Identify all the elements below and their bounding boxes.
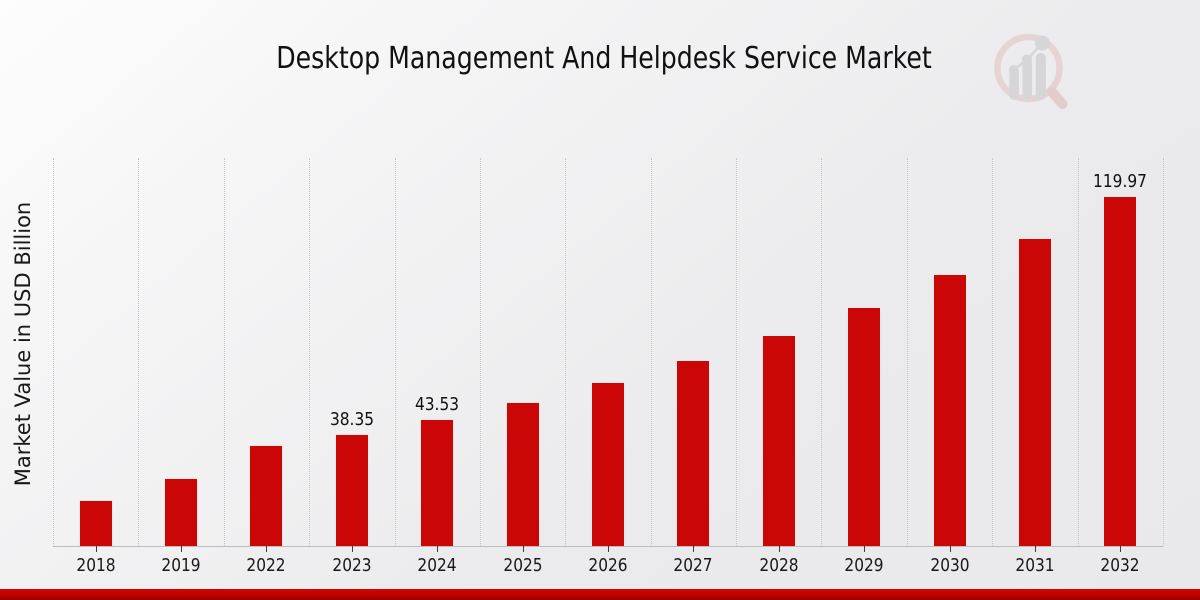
bar-2026: [590, 382, 625, 546]
x-axis-label-2030: 2030: [929, 556, 970, 576]
vertical-gridline: [394, 158, 396, 546]
category-slot-2029: 2029: [821, 158, 906, 576]
x-axis-label-2025: 2025: [503, 556, 543, 576]
bar-2029: [847, 306, 882, 546]
category-slot-2025: 2025: [480, 158, 565, 576]
vertical-gridline: [565, 158, 567, 546]
x-axis-label-2022: 2022: [246, 556, 287, 576]
vertical-gridline: [1077, 158, 1079, 546]
bar-2031: [1017, 237, 1052, 546]
x-axis-tick: [864, 546, 866, 552]
x-axis-tick: [95, 546, 97, 552]
x-axis-tick: [778, 546, 780, 552]
bar-value-label-2032: 119.97: [1093, 172, 1148, 193]
x-axis-tick: [949, 546, 951, 552]
chart-title: Desktop Management And Helpdesk Service …: [276, 41, 932, 76]
x-axis-label-2019: 2019: [161, 556, 201, 576]
vertical-gridline: [906, 158, 908, 546]
x-axis-label-2018: 2018: [76, 556, 116, 576]
bar-2030: [932, 274, 967, 546]
x-axis-tick: [351, 546, 353, 552]
y-axis-label: Market Value in USD Billion: [11, 201, 35, 487]
magnifier-bar-chart-logo-icon: [994, 33, 1068, 109]
category-slot-2032: 119.97 2032: [1078, 158, 1163, 576]
vertical-gridline: [992, 158, 994, 546]
category-slot-2023: 38.35 2023: [309, 158, 394, 576]
category-slot-2019: 2019: [138, 158, 223, 576]
x-axis-tick: [1120, 546, 1122, 552]
category-slot-2028: 2028: [736, 158, 821, 576]
x-axis-label-2031: 2031: [1015, 556, 1055, 576]
bar-2023: [334, 434, 369, 546]
category-slot-2031: 2031: [992, 158, 1077, 576]
bar-2032: [1103, 196, 1138, 546]
x-axis-label-2027: 2027: [673, 556, 713, 576]
bar-2022: [249, 445, 284, 546]
x-axis-label-2024: 2024: [417, 556, 457, 576]
x-axis-label-2028: 2028: [759, 556, 799, 576]
vertical-gridline: [223, 158, 225, 546]
vertical-gridline: [479, 158, 481, 546]
x-axis-tick: [437, 546, 439, 552]
x-axis-label-2026: 2026: [588, 556, 628, 576]
vertical-gridline: [650, 158, 652, 546]
bar-value-label-2024: 43.53: [415, 395, 460, 416]
category-slot-2030: 2030: [907, 158, 992, 576]
bar-2025: [505, 401, 540, 546]
vertical-gridline: [821, 158, 823, 546]
bar-2024: [420, 419, 455, 546]
bar-2019: [164, 478, 199, 546]
x-axis-tick: [522, 546, 524, 552]
plot-area: 2018 2019 2022 38.35 2023 43.53 2024 2025 2026 20…: [53, 158, 1164, 576]
footer-accent-bar: [0, 589, 1200, 600]
x-axis-tick: [693, 546, 695, 552]
x-axis-label-2032: 2032: [1100, 556, 1140, 576]
vertical-gridline: [736, 158, 738, 546]
vertical-gridline: [309, 158, 311, 546]
category-slot-2026: 2026: [565, 158, 650, 576]
vertical-gridline: [138, 158, 140, 546]
category-slot-2027: 2027: [651, 158, 736, 576]
bar-2027: [676, 360, 711, 546]
x-axis-tick: [607, 546, 609, 552]
category-slot-2018: 2018: [53, 158, 138, 576]
category-slot-2022: 2022: [224, 158, 309, 576]
bar-2018: [78, 499, 113, 546]
x-axis-label-2029: 2029: [844, 556, 884, 576]
x-axis-tick: [181, 546, 183, 552]
bar-value-label-2023: 38.35: [329, 410, 374, 431]
vertical-gridline: [53, 158, 54, 546]
bar-2028: [761, 335, 796, 546]
x-axis-label-2023: 2023: [332, 556, 372, 576]
category-slot-2024: 43.53 2024: [395, 158, 480, 576]
vertical-gridline: [1163, 158, 1164, 546]
x-axis-tick: [1034, 546, 1036, 552]
x-axis-tick: [266, 546, 268, 552]
